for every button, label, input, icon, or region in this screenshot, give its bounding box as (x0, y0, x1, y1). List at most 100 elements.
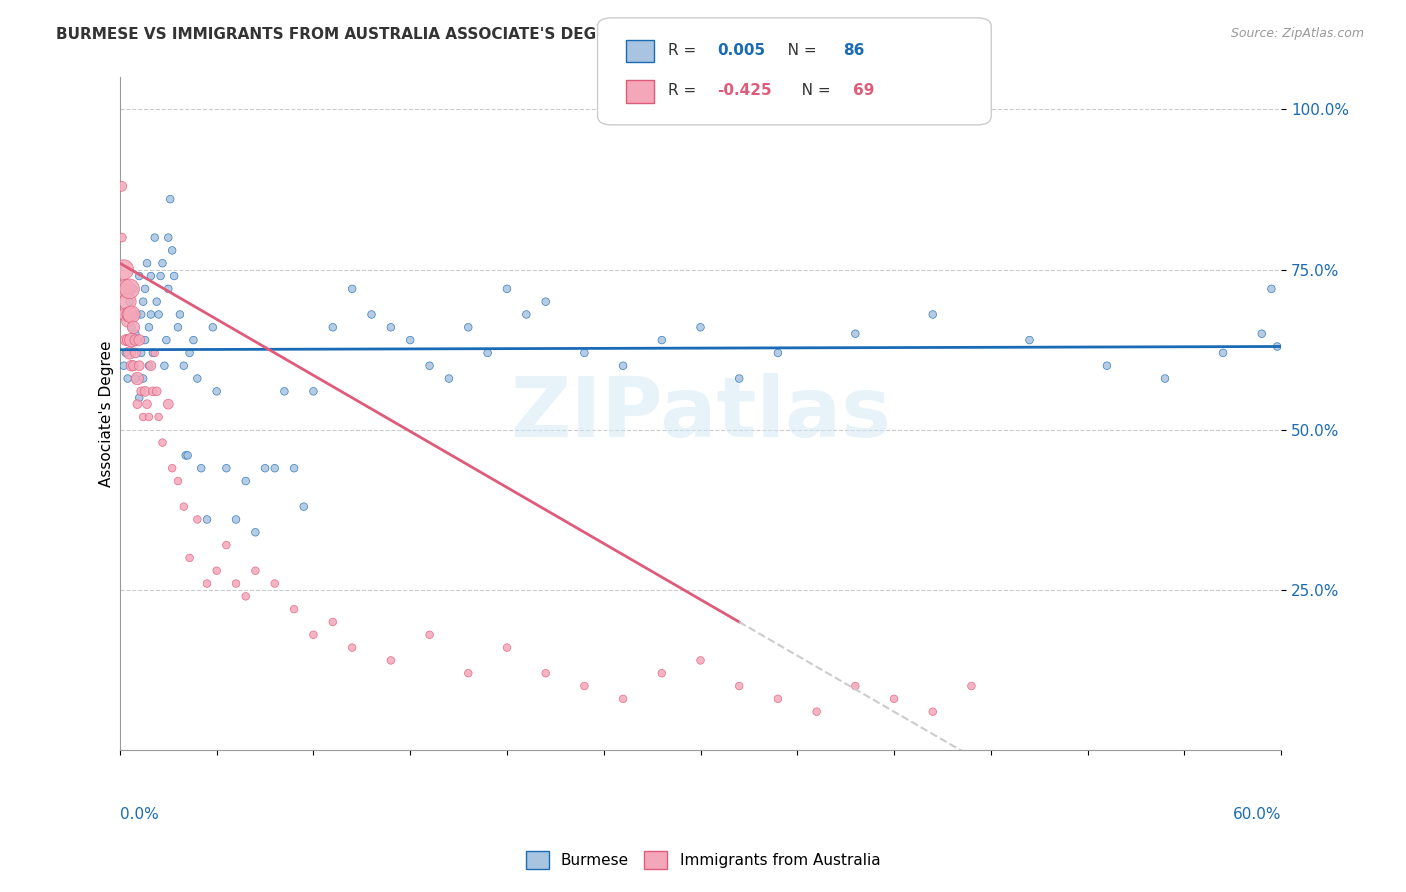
Point (124, 333, 146, 347)
Point (960, 679, 983, 693)
Point (111, 179, 134, 194)
Point (155, 333, 177, 347)
Text: Source: ZipAtlas.com: Source: ZipAtlas.com (1230, 27, 1364, 40)
Point (143, 230, 166, 244)
Point (302, 384, 325, 399)
Point (728, 679, 751, 693)
Point (128, 391, 150, 405)
Point (322, 320, 344, 334)
Point (169, 308, 191, 322)
Point (157, 230, 180, 244)
Text: N =: N = (787, 84, 835, 98)
Point (844, 326, 866, 341)
Point (380, 653, 402, 667)
Point (136, 397, 159, 411)
Point (534, 294, 557, 309)
Point (152, 435, 174, 450)
Point (534, 666, 557, 681)
Point (399, 333, 422, 347)
Point (360, 308, 382, 322)
Point (167, 320, 190, 334)
Point (380, 320, 402, 334)
Text: -0.425: -0.425 (717, 84, 772, 98)
Point (273, 384, 295, 399)
Point (111, 230, 134, 244)
Point (148, 409, 170, 424)
Point (201, 320, 224, 334)
Point (225, 512, 247, 526)
Point (728, 371, 751, 385)
Point (160, 244, 183, 258)
Point (121, 333, 143, 347)
Text: R =: R = (668, 44, 702, 58)
Point (136, 256, 159, 270)
Point (612, 359, 634, 373)
Point (139, 268, 162, 283)
Point (129, 384, 152, 399)
Point (173, 359, 195, 373)
Point (574, 346, 596, 360)
Text: ZIPatlas: ZIPatlas (510, 373, 891, 454)
Point (515, 308, 537, 322)
Point (235, 474, 257, 488)
Point (149, 268, 172, 283)
Point (138, 359, 160, 373)
Point (124, 371, 146, 385)
Point (114, 333, 136, 347)
Point (143, 346, 166, 360)
Point (176, 449, 198, 463)
Point (574, 679, 596, 693)
Point (129, 308, 152, 322)
Point (118, 308, 141, 322)
Point (263, 576, 285, 591)
Point (205, 384, 228, 399)
Point (1018, 333, 1040, 347)
Point (186, 512, 208, 526)
Text: 69: 69 (853, 84, 875, 98)
Point (127, 371, 149, 385)
Point (205, 564, 228, 578)
Point (340, 640, 363, 655)
Point (245, 564, 267, 578)
Point (148, 308, 170, 322)
Point (128, 333, 150, 347)
Point (138, 409, 160, 424)
Point (145, 384, 167, 399)
Point (127, 397, 149, 411)
Point (157, 397, 180, 411)
Point (174, 449, 197, 463)
Point (127, 308, 149, 322)
Point (651, 333, 673, 347)
Point (145, 294, 167, 309)
Point (114, 346, 136, 360)
Point (283, 461, 305, 475)
Point (132, 371, 155, 385)
Point (419, 628, 441, 642)
Point (302, 628, 325, 642)
Point (254, 461, 277, 475)
Point (173, 500, 195, 514)
Point (112, 359, 135, 373)
Point (1250, 326, 1272, 341)
Legend: Burmese, Immigrants from Australia: Burmese, Immigrants from Australia (520, 845, 886, 875)
Point (1265, 339, 1288, 353)
Point (612, 691, 634, 706)
Text: R =: R = (668, 84, 702, 98)
Point (167, 474, 190, 488)
Point (921, 705, 943, 719)
Point (121, 359, 143, 373)
Point (121, 308, 143, 322)
Point (437, 371, 460, 385)
Point (883, 691, 905, 706)
Point (1260, 282, 1282, 296)
Point (457, 320, 479, 334)
Point (118, 282, 141, 296)
Point (117, 294, 139, 309)
Point (159, 192, 181, 206)
Point (129, 346, 152, 360)
Point (128, 359, 150, 373)
Point (340, 282, 363, 296)
Point (118, 333, 141, 347)
Text: 0.005: 0.005 (717, 44, 765, 58)
Point (124, 346, 146, 360)
